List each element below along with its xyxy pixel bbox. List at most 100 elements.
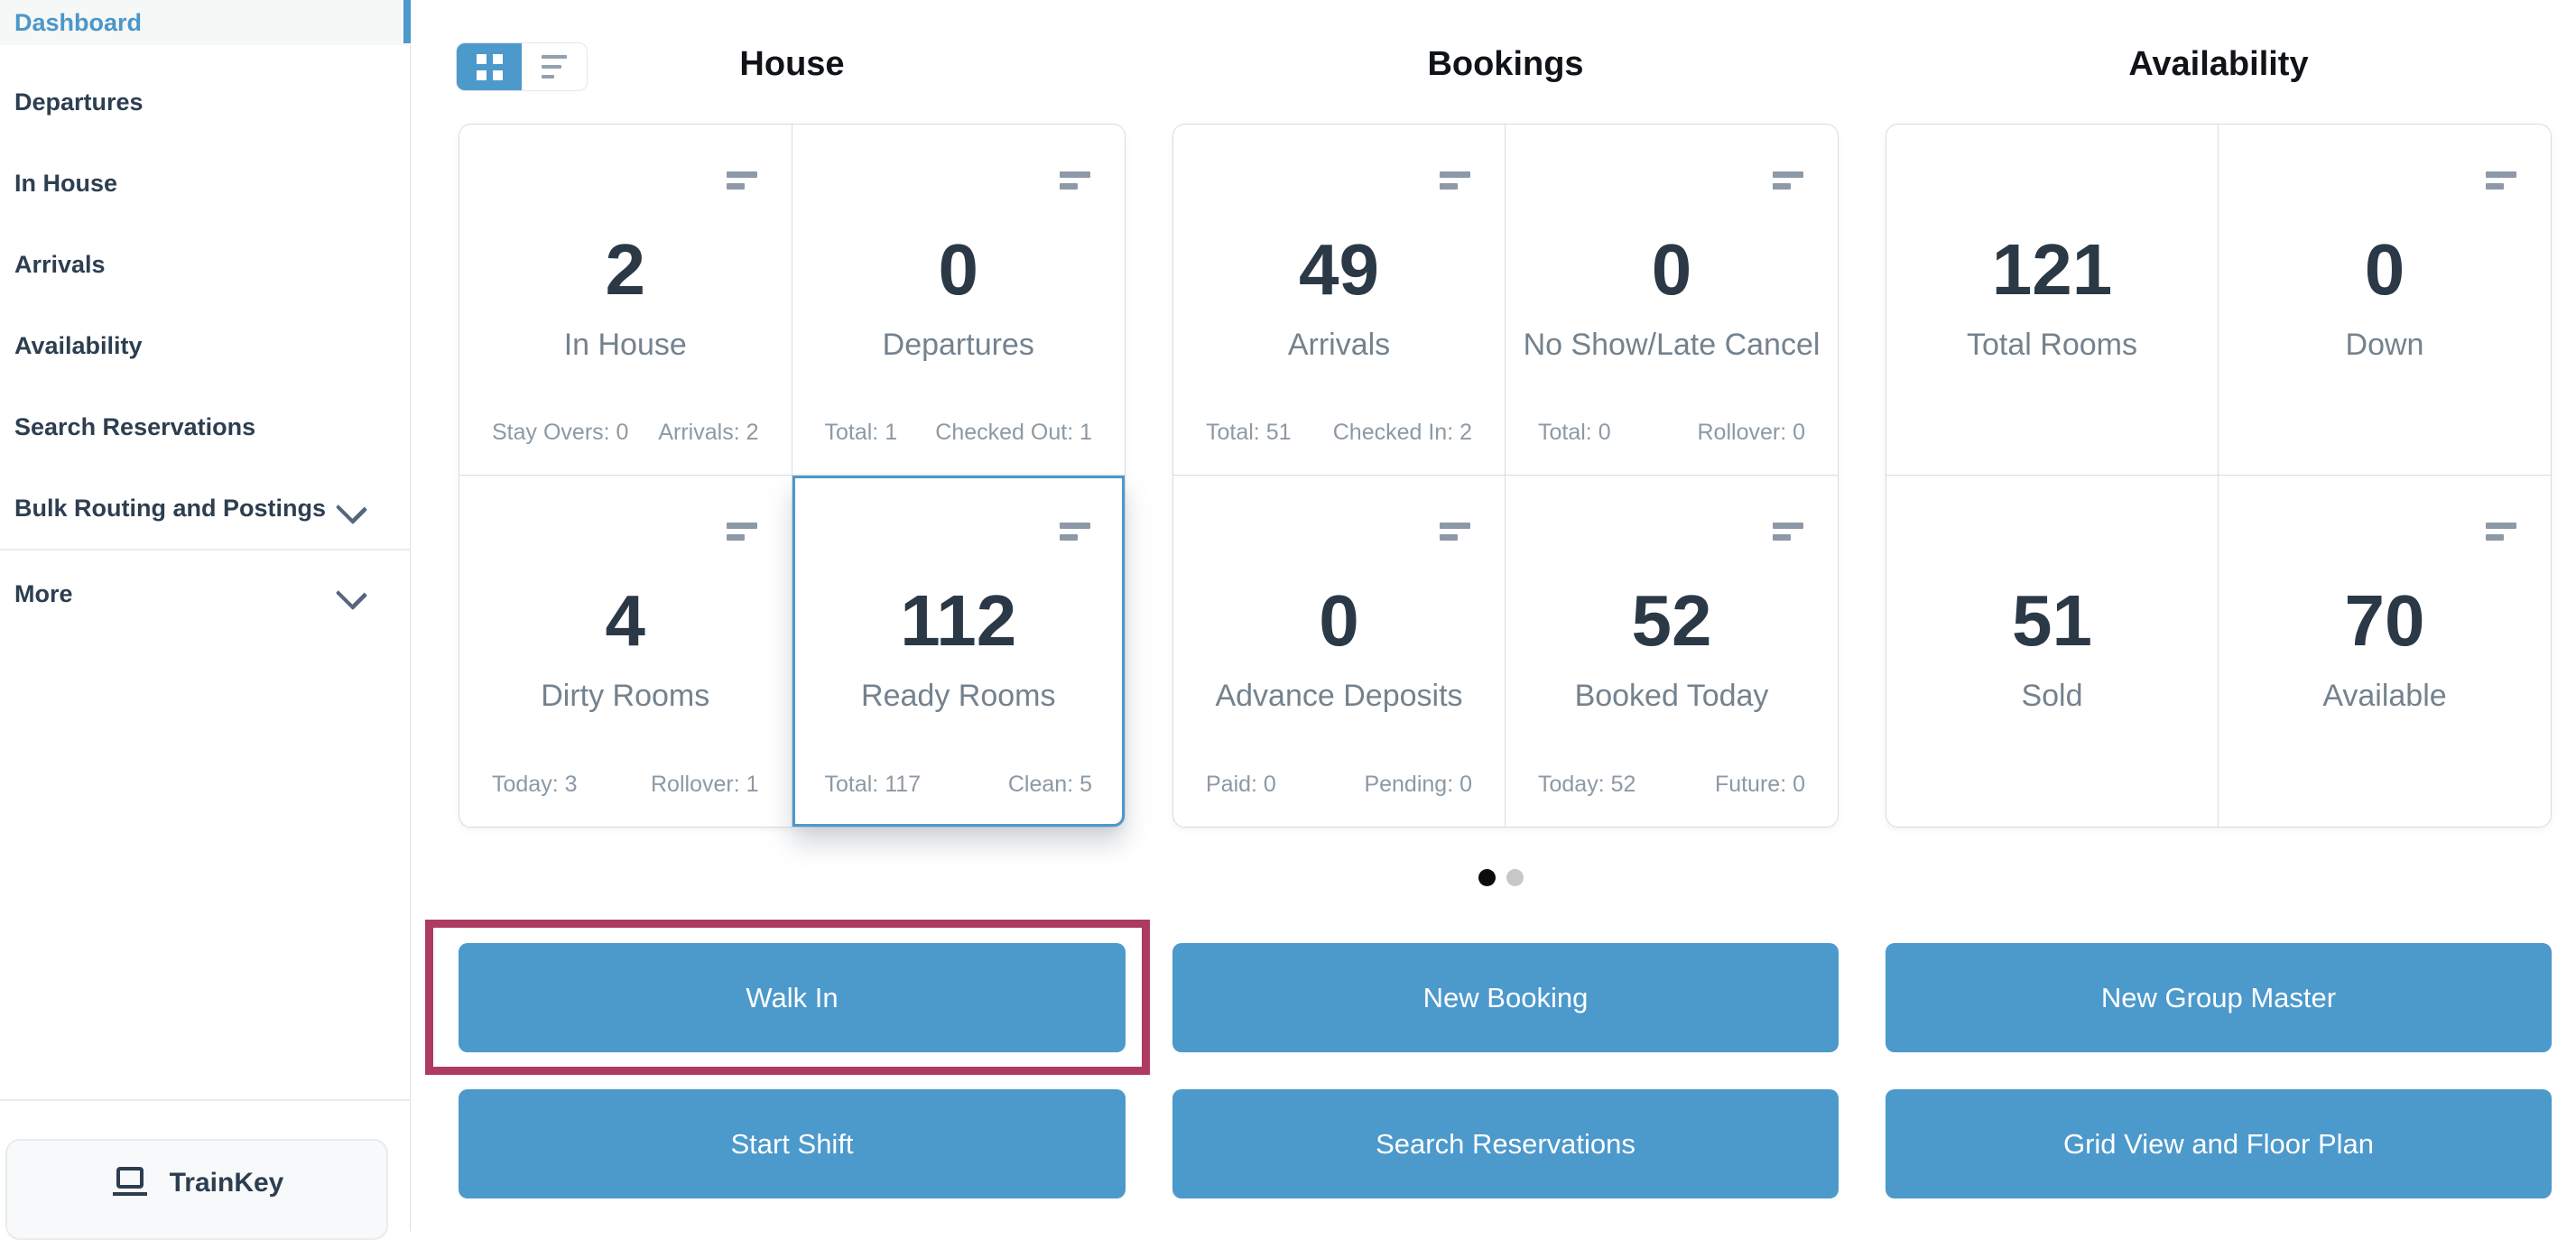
- active-indicator-bar: [403, 0, 411, 43]
- stat-card-dirty-rooms[interactable]: 4 Dirty Rooms Today: 3 Rollover: 1: [459, 476, 792, 827]
- sidebar: Dashboard Departures In House Arrivals A…: [0, 0, 411, 1240]
- card-footer: Total: 51 Checked In: 2: [1206, 420, 1472, 446]
- sidebar-item-label: Dashboard: [14, 9, 143, 36]
- laptop-icon: [112, 1167, 147, 1196]
- stat-right: Clean: 5: [1007, 772, 1092, 797]
- section-house: 2 In House Stay Overs: 0 Arrivals: 2 0 D…: [459, 124, 1126, 828]
- stat-card-available[interactable]: 70 Available: [2219, 476, 2551, 827]
- grid-view-toggle[interactable]: [457, 43, 522, 90]
- grid-icon: [476, 53, 503, 80]
- card-menu-icon[interactable]: [726, 171, 757, 190]
- pagination-dot[interactable]: [1506, 869, 1524, 886]
- new-booking-button[interactable]: New Booking: [1172, 943, 1839, 1052]
- search-reservations-button[interactable]: Search Reservations: [1172, 1089, 1839, 1198]
- stat-label: Advance Deposits: [1215, 679, 1463, 713]
- stat-card-total-rooms[interactable]: 121 Total Rooms: [1886, 125, 2219, 476]
- card-menu-icon[interactable]: [1440, 171, 1470, 190]
- card-footer: Paid: 0 Pending: 0: [1206, 772, 1472, 798]
- sidebar-item-availability[interactable]: Availability: [0, 305, 411, 386]
- stat-left: Today: 52: [1538, 772, 1636, 797]
- sidebar-divider: [0, 549, 411, 551]
- card-footer: Today: 52 Future: 0: [1538, 772, 1805, 798]
- card-menu-icon[interactable]: [1060, 523, 1090, 541]
- stat-card-advance-deposits[interactable]: 0 Advance Deposits Paid: 0 Pending: 0: [1173, 476, 1506, 827]
- stat-value: 0: [2364, 229, 2405, 310]
- sidebar-item-dashboard[interactable]: Dashboard: [0, 0, 411, 45]
- stat-label: Arrivals: [1287, 328, 1391, 362]
- stat-left: Stay Overs: 0: [492, 420, 629, 445]
- walk-in-button[interactable]: Walk In: [459, 943, 1126, 1052]
- pagination-dot-active[interactable]: [1478, 869, 1496, 886]
- card-menu-icon[interactable]: [1773, 523, 1803, 541]
- stat-card-no-show[interactable]: 0 No Show/Late Cancel Total: 0 Rollover:…: [1506, 125, 1838, 476]
- stat-card-in-house[interactable]: 2 In House Stay Overs: 0 Arrivals: 2: [459, 125, 792, 476]
- sidebar-item-label: Bulk Routing and Postings: [14, 495, 326, 522]
- sidebar-item-label: Departures: [14, 88, 144, 116]
- stat-left: Total: 51: [1206, 420, 1292, 445]
- new-group-master-button[interactable]: New Group Master: [1886, 943, 2552, 1052]
- stat-label: Down: [2345, 328, 2424, 362]
- card-menu-icon[interactable]: [1773, 171, 1803, 190]
- stat-value: 0: [1319, 580, 1359, 661]
- stat-right: Rollover: 0: [1697, 420, 1806, 445]
- stat-label: Ready Rooms: [861, 679, 1056, 713]
- stat-left: Total: 117: [824, 772, 922, 797]
- start-shift-button[interactable]: Start Shift: [459, 1089, 1126, 1198]
- section-title-availability: Availability: [2128, 45, 2309, 83]
- card-footer: Total: 117 Clean: 5: [825, 772, 1093, 798]
- card-footer: Stay Overs: 0 Arrivals: 2: [492, 420, 759, 446]
- stat-card-departures[interactable]: 0 Departures Total: 1 Checked Out: 1: [792, 125, 1125, 476]
- stat-label: Available: [2322, 679, 2447, 713]
- stat-label: Departures: [882, 328, 1034, 362]
- list-view-toggle[interactable]: [522, 43, 587, 90]
- stat-left: Total: 0: [1538, 420, 1611, 445]
- sidebar-item-bulk-routing[interactable]: Bulk Routing and Postings: [0, 467, 411, 549]
- stat-label: In House: [563, 328, 687, 362]
- stat-label: Total Rooms: [1967, 328, 2137, 362]
- stat-right: Future: 0: [1714, 772, 1805, 797]
- sidebar-divider: [0, 1099, 411, 1101]
- stat-label: Dirty Rooms: [541, 679, 710, 713]
- stat-right: Arrivals: 2: [658, 420, 759, 445]
- view-toggle: [456, 42, 588, 91]
- stat-value: 49: [1299, 229, 1379, 310]
- card-menu-icon[interactable]: [1440, 523, 1470, 541]
- card-footer: Today: 3 Rollover: 1: [492, 772, 759, 798]
- card-menu-icon[interactable]: [2486, 171, 2516, 190]
- section-availability: 121 Total Rooms 0 Down 51 Sold 70 Availa…: [1886, 124, 2552, 828]
- trainkey-button[interactable]: TrainKey: [5, 1139, 388, 1240]
- sidebar-item-in-house[interactable]: In House: [0, 143, 411, 224]
- sidebar-item-label: More: [14, 580, 73, 607]
- sidebar-item-label: Search Reservations: [14, 413, 256, 440]
- stat-card-booked-today[interactable]: 52 Booked Today Today: 52 Future: 0: [1506, 476, 1838, 827]
- card-menu-icon[interactable]: [2486, 523, 2516, 541]
- stat-label: No Show/Late Cancel: [1523, 328, 1821, 362]
- stat-left: Today: 3: [492, 772, 578, 797]
- stat-left: Paid: 0: [1206, 772, 1276, 797]
- stat-right: Checked In: 2: [1332, 420, 1472, 445]
- sidebar-item-arrivals[interactable]: Arrivals: [0, 224, 411, 305]
- stat-value: 52: [1631, 580, 1712, 661]
- stat-value: 112: [900, 580, 1017, 661]
- stat-card-arrivals[interactable]: 49 Arrivals Total: 51 Checked In: 2: [1173, 125, 1506, 476]
- grid-view-floor-plan-button[interactable]: Grid View and Floor Plan: [1886, 1089, 2552, 1198]
- stat-value: 0: [938, 229, 979, 310]
- sidebar-item-search-reservations[interactable]: Search Reservations: [0, 386, 411, 467]
- stat-right: Pending: 0: [1364, 772, 1472, 797]
- chevron-down-icon: [335, 492, 368, 525]
- card-footer: Total: 1 Checked Out: 1: [825, 420, 1093, 446]
- section-bookings: 49 Arrivals Total: 51 Checked In: 2 0 No…: [1172, 124, 1839, 828]
- sidebar-item-label: Availability: [14, 332, 143, 359]
- sidebar-item-departures[interactable]: Departures: [0, 61, 411, 143]
- sidebar-item-more[interactable]: More: [0, 553, 411, 634]
- stat-card-ready-rooms-selected[interactable]: 112 Ready Rooms Total: 117 Clean: 5: [792, 476, 1126, 827]
- card-menu-icon[interactable]: [726, 523, 757, 541]
- stat-value: 121: [1991, 229, 2113, 310]
- stat-value: 4: [605, 580, 646, 661]
- stat-right: Rollover: 1: [651, 772, 759, 797]
- card-menu-icon[interactable]: [1060, 171, 1090, 190]
- stat-card-sold[interactable]: 51 Sold: [1886, 476, 2219, 827]
- stat-value: 70: [2344, 580, 2425, 661]
- stat-card-down[interactable]: 0 Down: [2219, 125, 2551, 476]
- section-title-house: House: [739, 45, 845, 83]
